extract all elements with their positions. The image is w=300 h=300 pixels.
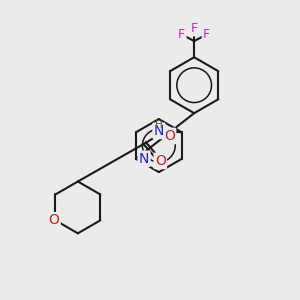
Text: F: F bbox=[203, 28, 210, 41]
Text: O: O bbox=[155, 154, 166, 168]
Text: H: H bbox=[155, 120, 163, 130]
Text: O: O bbox=[164, 129, 175, 143]
Text: F: F bbox=[190, 22, 198, 35]
Text: N: N bbox=[139, 152, 149, 166]
Text: N: N bbox=[154, 124, 164, 138]
Text: F: F bbox=[178, 28, 185, 41]
Text: O: O bbox=[49, 213, 59, 227]
